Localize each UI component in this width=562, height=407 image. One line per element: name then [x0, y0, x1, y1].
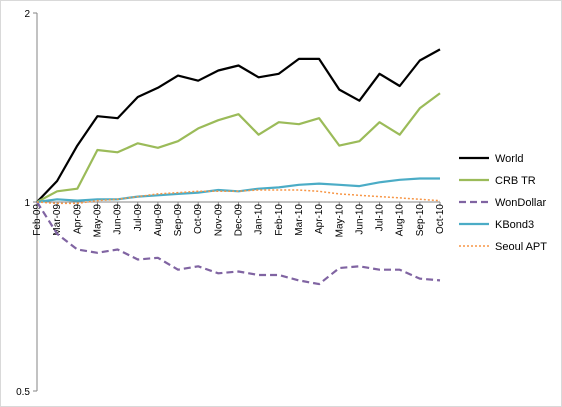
x-tick-label: Sep-10 — [415, 204, 426, 237]
x-tick-label: Oct-09 — [193, 204, 204, 234]
legend-label: KBond3 — [495, 219, 534, 231]
series-line-crb-tr — [36, 92, 441, 203]
x-tick-label: Jun-10 — [354, 204, 365, 235]
x-tick-label: Feb-10 — [274, 204, 285, 236]
series-layer — [36, 48, 441, 286]
x-tick-label: Dec-09 — [234, 204, 245, 237]
y-tick-label: 1 — [24, 198, 30, 209]
legend: World CRB TR WonDollar KBond3 Seoul APT — [459, 153, 547, 253]
series-line-wondollar — [36, 201, 441, 286]
x-tick-label: Sep-09 — [173, 204, 184, 237]
legend-label: CRB TR — [495, 175, 536, 187]
series-line-seoul-apt — [36, 189, 441, 205]
x-tick-label: Apr-09 — [72, 204, 83, 234]
x-tick-label: Aug-10 — [395, 204, 406, 237]
x-tick-label: Apr-10 — [314, 204, 325, 234]
x-axis-ticks: Feb-09 Mar-09 Apr-09 May-09 Jun-09 Jul-09 Aug-… — [32, 202, 446, 237]
x-tick-label: Oct-10 — [435, 204, 446, 234]
x-tick-label: Jul-09 — [133, 204, 144, 232]
y-tick-label: 2 — [24, 9, 30, 20]
x-tick-label: Jun-09 — [113, 204, 124, 235]
legend-label: WonDollar — [495, 197, 546, 209]
x-tick-label: Mar-09 — [52, 204, 63, 236]
legend-label: World — [495, 153, 524, 165]
x-tick-label: Jul-10 — [375, 204, 386, 232]
x-tick-label: Jan-10 — [254, 204, 265, 235]
x-tick-label: Nov-09 — [213, 204, 224, 237]
x-tick-label: May-09 — [92, 204, 103, 238]
legend-label: Seoul APT — [495, 241, 547, 253]
x-tick-label: Feb-09 — [32, 204, 43, 236]
x-tick-label: Mar-10 — [294, 204, 305, 236]
series-line-kbond3 — [36, 177, 440, 204]
y-tick-label: 0.5 — [16, 387, 30, 398]
y-axis-ticks: 0.5 1 2 — [16, 9, 37, 398]
series-line-world — [36, 48, 441, 203]
x-tick-label: May-10 — [334, 204, 345, 238]
x-tick-label: Aug-09 — [153, 204, 164, 237]
